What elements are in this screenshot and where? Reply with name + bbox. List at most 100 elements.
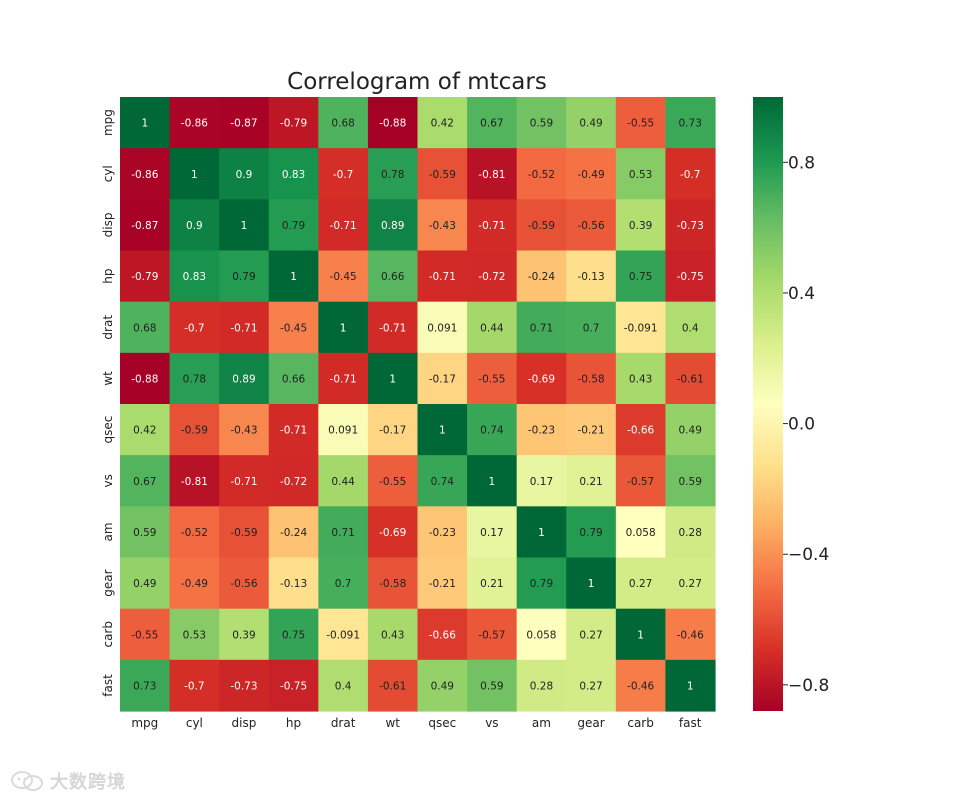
heatmap-cell-qsec-am (516, 404, 567, 456)
cell-value-drat-vs: 0.44 (480, 322, 504, 334)
cell-value-cyl-vs: -0.81 (478, 169, 505, 181)
heatmap-cell-wt-carb (615, 352, 667, 405)
heatmap-cell-disp-disp (219, 199, 270, 252)
cell-value-gear-vs: 0.21 (480, 578, 503, 590)
heatmap-cell-drat-vs (467, 301, 518, 354)
cell-value-wt-cyl: 0.78 (183, 373, 206, 385)
cell-value-drat-qsec: 0.091 (427, 322, 457, 334)
cell-value-vs-hp: -0.72 (280, 476, 307, 488)
cell-value-qsec-carb: -0.66 (627, 425, 654, 437)
heatmap-cell-carb-hp (268, 608, 319, 661)
cell-value-vs-vs: 1 (489, 476, 496, 488)
cell-value-qsec-hp: -0.71 (280, 425, 307, 437)
cell-value-mpg-hp: -0.79 (280, 118, 307, 130)
colorbar (753, 97, 783, 711)
heatmap-cell-cyl-qsec (417, 148, 468, 200)
x-tick-disp: disp (232, 716, 257, 730)
heatmap-cell-qsec-wt (367, 404, 419, 456)
heatmap-cell-mpg-hp (268, 97, 319, 149)
heatmap-cell-am-drat (318, 506, 369, 559)
cell-value-drat-carb: -0.091 (624, 322, 658, 334)
heatmap-cell-qsec-cyl (169, 404, 220, 456)
heatmap-cell-qsec-gear (566, 404, 617, 456)
heatmap-cell-disp-qsec (417, 199, 468, 252)
cell-value-am-mpg: 0.59 (133, 527, 156, 539)
cell-value-disp-wt: 0.89 (381, 220, 404, 232)
cell-value-gear-qsec: -0.21 (429, 578, 456, 590)
heatmap-cell-fast-vs (467, 659, 518, 712)
cell-value-carb-vs: -0.57 (478, 629, 505, 641)
cell-value-wt-carb: 0.43 (629, 373, 652, 385)
heatmap-cell-mpg-vs (467, 97, 518, 149)
heatmap-cell-carb-cyl (169, 608, 220, 661)
heatmap-cell-drat-mpg (120, 301, 171, 354)
heatmap-cell-disp-gear (566, 199, 617, 252)
heatmap-cell-mpg-wt (367, 97, 419, 149)
cell-value-gear-drat: 0.7 (335, 578, 352, 590)
cell-value-drat-mpg: 0.68 (133, 322, 156, 334)
cell-value-drat-am: 0.71 (530, 322, 553, 334)
cell-value-carb-qsec: -0.66 (429, 629, 456, 641)
cell-value-fast-cyl: -0.7 (184, 680, 205, 692)
cell-value-fast-fast: 1 (687, 680, 694, 692)
heatmap-cell-gear-wt (367, 557, 419, 610)
heatmap-cell-drat-qsec (417, 301, 468, 354)
cell-value-mpg-fast: 0.73 (679, 118, 702, 130)
heatmap-cell-gear-gear (566, 557, 617, 610)
heatmap-cell-qsec-carb (615, 404, 667, 456)
cell-value-am-fast: 0.28 (679, 527, 702, 539)
heatmap-cell-am-vs (467, 506, 518, 559)
cell-value-wt-fast: -0.61 (677, 373, 704, 385)
heatmap-cell-disp-mpg (120, 199, 171, 252)
heatmap-cell-qsec-hp (268, 404, 319, 456)
heatmap-cell-cyl-cyl (169, 148, 220, 200)
cell-value-disp-am: -0.59 (528, 220, 555, 232)
heatmap-cell-hp-gear (566, 250, 617, 303)
heatmap-cell-carb-carb (615, 608, 667, 661)
heatmap-cell-fast-hp (268, 659, 319, 712)
cell-value-drat-drat: 1 (340, 322, 347, 334)
wechat-logo-icon (11, 771, 43, 791)
heatmap-cell-fast-disp (219, 659, 270, 712)
heatmap-cell-gear-carb (615, 557, 667, 610)
heatmap-cell-hp-qsec (417, 250, 468, 303)
chart-title: Correlogram of mtcars (287, 69, 547, 95)
heatmap-cell-wt-cyl (169, 352, 220, 405)
cell-value-fast-qsec: 0.49 (431, 680, 454, 692)
cell-value-carb-gear: 0.27 (579, 629, 602, 641)
heatmap-cell-fast-mpg (120, 659, 171, 712)
cell-value-vs-drat: 0.44 (331, 476, 355, 488)
y-tick-fast: fast (101, 674, 115, 697)
heatmap-cell-drat-fast (665, 301, 716, 354)
heatmap-cell-wt-disp (219, 352, 270, 405)
heatmap-cell-disp-drat (318, 199, 369, 252)
heatmap-cell-fast-am (516, 659, 567, 712)
heatmap-cell-mpg-mpg (120, 97, 171, 149)
cell-value-wt-wt: 1 (389, 373, 396, 385)
heatmap-cell-fast-carb (615, 659, 667, 712)
cell-value-fast-gear: 0.27 (579, 680, 602, 692)
cell-value-am-wt: -0.69 (379, 527, 406, 539)
heatmap-cell-mpg-disp (219, 97, 270, 149)
heatmap-cell-wt-fast (665, 352, 716, 405)
cell-value-carb-drat: -0.091 (326, 629, 360, 641)
cell-value-am-gear: 0.79 (579, 527, 602, 539)
heatmap-cell-wt-wt (367, 352, 419, 405)
heatmap-cell-gear-hp (268, 557, 319, 610)
heatmap-cell-gear-am (516, 557, 567, 610)
cell-value-disp-gear: -0.56 (577, 220, 604, 232)
heatmap-cell-disp-wt (367, 199, 419, 252)
heatmap-cell-gear-fast (665, 557, 716, 610)
heatmap-cell-am-mpg (120, 506, 171, 559)
cell-value-gear-am: 0.79 (530, 578, 553, 590)
cell-value-wt-vs: -0.55 (478, 373, 505, 385)
heatmap-cell-wt-hp (268, 352, 319, 405)
heatmap-cell-gear-vs (467, 557, 518, 610)
heatmap-cell-drat-carb (615, 301, 667, 354)
heatmap-cell-qsec-qsec (417, 404, 468, 456)
heatmap-cell-vs-mpg (120, 455, 171, 507)
cell-value-disp-mpg: -0.87 (131, 220, 158, 232)
cell-value-disp-drat: -0.71 (330, 220, 357, 232)
heatmap-cell-mpg-fast (665, 97, 716, 149)
heatmap-cell-disp-am (516, 199, 567, 252)
